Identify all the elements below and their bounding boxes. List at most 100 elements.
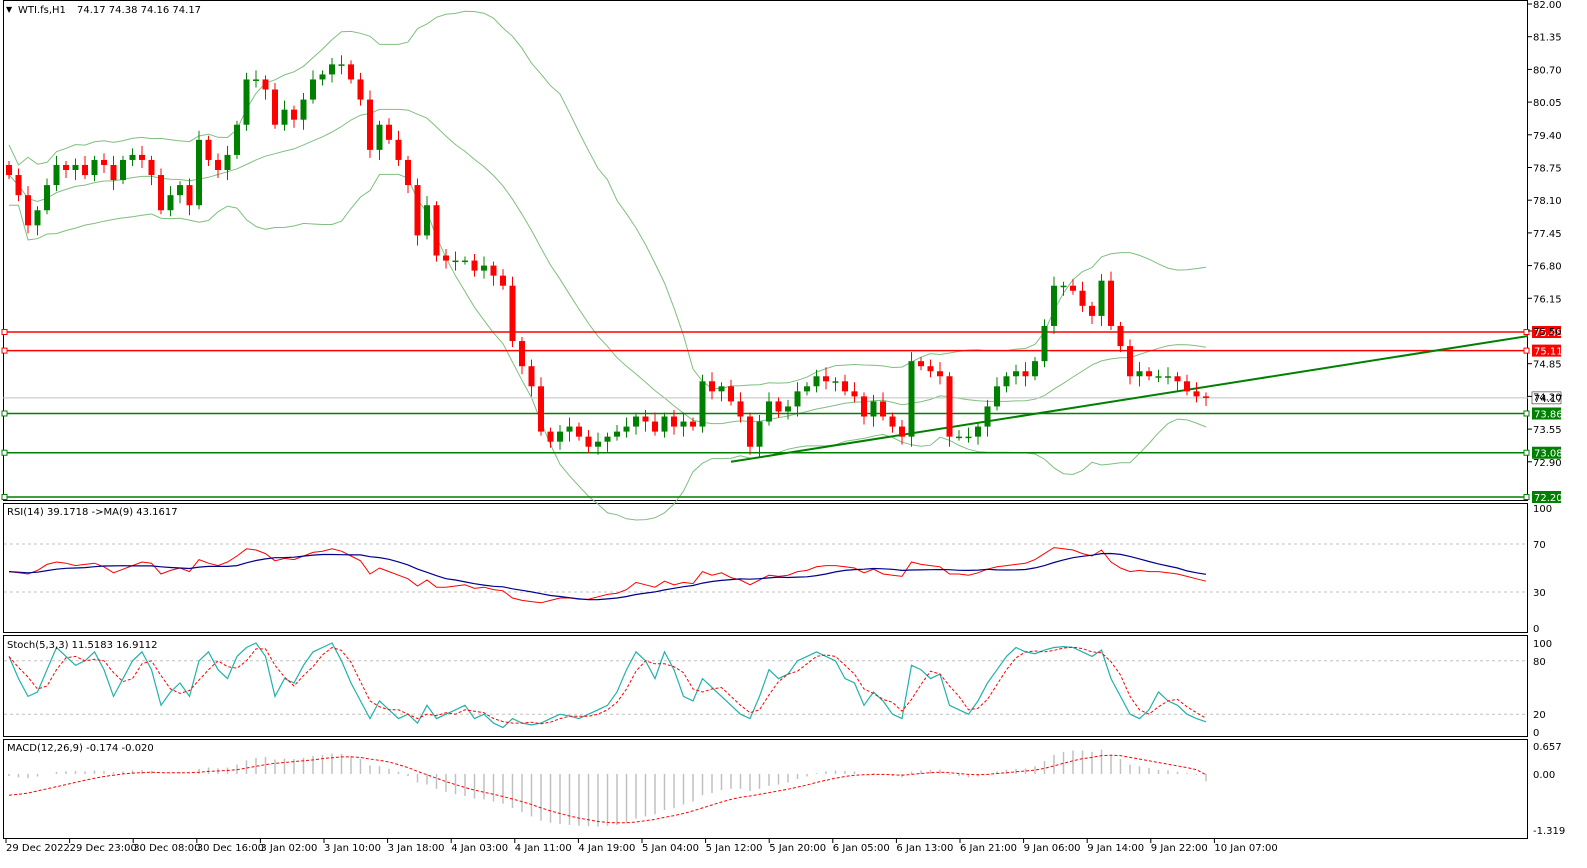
rsi-label: RSI(14) 39.1718 ->MA(9) 43.1617 [7,507,178,518]
symbol-label: WTI.fs,H1 [18,5,66,16]
price-tick-label: 78.10 [1533,196,1562,207]
candle-body [1032,361,1038,377]
candle-body [319,74,326,80]
price-tick-label: 73.55 [1533,425,1562,436]
trendline-layer[interactable] [730,335,1529,463]
candle-body [338,64,345,66]
candle-body [310,79,316,100]
candle-body [272,89,278,125]
time-tick-label: 29 Dec 2022 [6,843,70,854]
rsi-tick-label: 70 [1533,540,1546,551]
level-price-tag [1532,446,1561,459]
level-price-label: 75.11 [1534,347,1563,358]
candle-body [395,139,402,160]
rsi-line [8,547,1207,604]
ohlc-label: 74.17 74.38 74.16 74.17 [77,5,201,16]
candle-body [899,426,905,437]
macd-signal-line [8,754,1207,824]
candle-body [158,175,164,211]
candle-body [1146,371,1152,377]
candle-body [585,436,592,447]
stoch-signal-line [8,646,1207,725]
candle-body [44,185,50,211]
price-tick-label: 82.00 [1533,0,1562,11]
stoch-tick-label: 80 [1533,657,1546,668]
candle-body [452,260,459,263]
rsi-tick-label: 0 [1533,624,1539,635]
candle-body [414,185,421,236]
candle-body [994,386,1000,407]
candle-body [519,341,525,367]
candle-body [794,391,801,407]
candle-body [262,79,269,90]
candle-body [1193,391,1200,397]
candle-body [63,164,69,171]
candle-body [756,421,763,447]
candle-body [357,79,364,100]
candle-body [1060,285,1067,288]
candle-body [652,421,658,432]
macd-tick-label: 0.657 [1533,742,1562,753]
candle-body [718,386,725,392]
level-price-label: 73.08 [1534,449,1563,460]
macd-label: MACD(12,26,9) -0.174 -0.020 [7,743,154,754]
candle-body [823,376,829,382]
time-tick-label: 9 Jan 06:00 [1024,843,1081,854]
trendline [730,335,1529,463]
candle-body [538,386,544,432]
candle-body [737,401,744,417]
candle-body [167,195,174,211]
candle-body [1070,285,1076,291]
candle-body [766,401,772,422]
candle-body [53,164,60,186]
candle-body [709,381,715,392]
price-panel-frame [3,0,1528,501]
candle-body [253,79,259,81]
candle-body [623,426,630,432]
candle-body [918,361,924,367]
macd-tick-label: 0.00 [1533,770,1555,781]
collapse-arrow-icon[interactable]: ▼ [6,5,13,14]
candle-body [889,416,896,427]
level-handle-left [1,347,8,354]
time-tick-label: 30 Dec 08:00 [133,843,200,854]
candle-body [1003,376,1010,387]
level-price-tag [1532,344,1561,357]
level-handle-left [1,328,8,335]
current-price-label: 74.17 [1534,394,1563,405]
candle-body [870,401,877,417]
candle-body [614,431,620,437]
horizontal-levels[interactable]: 75.48 75.11 73.86 73.08 72.20 74.17 [1,325,1563,504]
candle-body [386,124,392,140]
candle-body [186,185,193,206]
candle-body [728,386,734,402]
stoch-tick-label: 20 [1533,710,1546,721]
candle-body [6,164,12,176]
level-price-label: 73.86 [1534,409,1563,420]
price-tick-label: 76.80 [1533,262,1562,273]
candle-body [139,154,145,160]
level-handle-right [1523,410,1530,417]
price-tick-label: 76.15 [1533,294,1562,305]
level-handle-right [1523,449,1530,456]
candle-body [224,154,231,171]
time-tick-label: 4 Jan 19:00 [578,843,635,854]
level-price-label: 72.20 [1534,493,1563,504]
candle-body [367,99,373,150]
candle-body [1117,325,1124,347]
level-handle-left [1,449,8,456]
candle-body [1098,280,1105,316]
candle-body [851,391,858,397]
candle-body [424,205,430,236]
bollinger-lower-line [9,173,1207,521]
candle-body [243,79,250,125]
candle-body [528,366,535,387]
candle-body [1051,285,1057,326]
time-tick-label: 30 Dec 16:00 [197,843,264,854]
time-tick-label: 4 Jan 11:00 [515,843,572,854]
price-tick-label: 80.05 [1533,98,1562,109]
candle-body [1155,376,1162,378]
candle-body [747,416,753,447]
candle-body [1184,381,1190,392]
